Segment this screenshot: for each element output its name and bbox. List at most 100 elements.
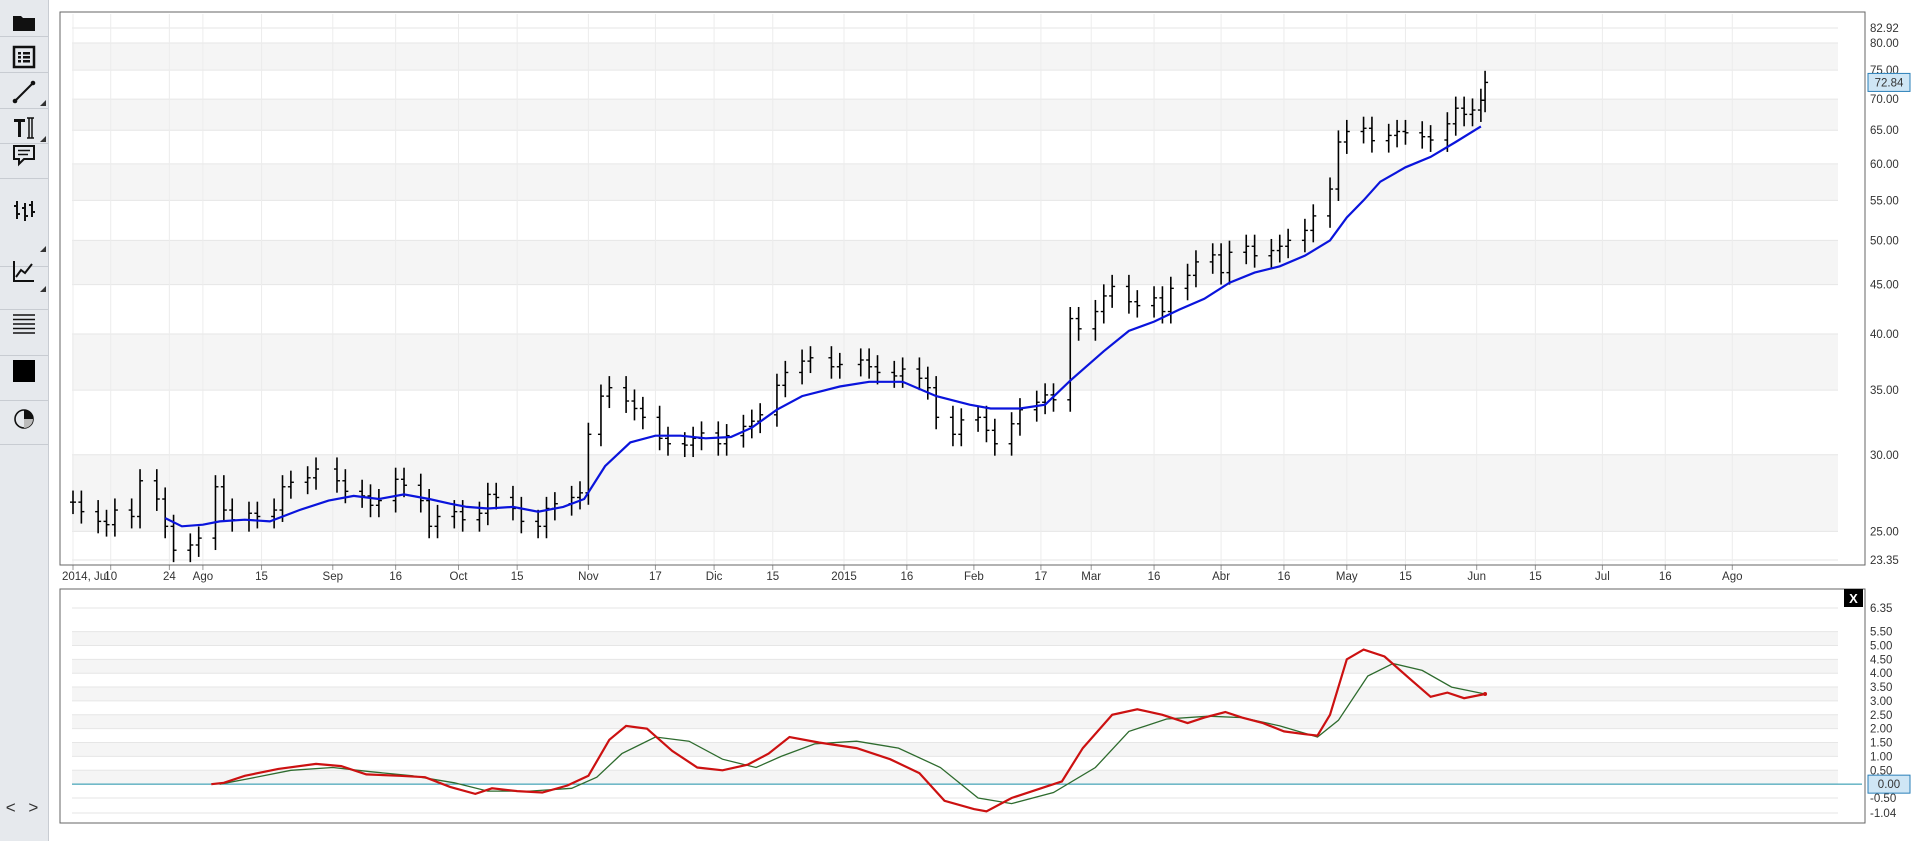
price-bar — [426, 488, 433, 539]
price-bar — [933, 376, 940, 430]
price-bar — [1444, 112, 1451, 152]
last-price-badge — [1867, 72, 1911, 92]
price-bar — [254, 501, 261, 529]
price-bar — [1092, 299, 1099, 341]
x-tick-label: 16 — [900, 571, 913, 583]
toolbar-divider — [0, 444, 48, 445]
x-tick-label: Mar — [1081, 571, 1101, 583]
price-grid-band — [72, 240, 1838, 285]
x-tick-label: Ago — [1722, 571, 1742, 583]
last-price-label: 72.84 — [1875, 77, 1904, 89]
price-bar — [991, 418, 998, 456]
x-tick-label: 17 — [1035, 571, 1048, 583]
price-bar — [401, 467, 408, 498]
price-bar — [1134, 290, 1141, 318]
indicator-grid-band — [72, 659, 1838, 674]
folder-icon[interactable] — [4, 2, 44, 42]
price-bar — [543, 496, 550, 539]
close-indicator-button[interactable]: X — [1844, 589, 1863, 607]
price-bar — [1461, 96, 1468, 127]
price-bar — [271, 498, 278, 529]
price-bar — [698, 421, 705, 451]
price-bar — [304, 466, 311, 495]
indicator-y-tick-label: 6.35 — [1870, 603, 1892, 615]
price-bar — [639, 396, 646, 430]
comment-icon[interactable] — [4, 145, 44, 218]
x-tick-label: 2015 — [831, 571, 857, 583]
toolbar-divider — [0, 355, 48, 356]
price-bar — [1075, 306, 1082, 341]
price-bar — [1452, 96, 1459, 136]
indicator-grid-band — [72, 770, 1838, 785]
price-bar — [1419, 121, 1426, 149]
price-bar — [874, 355, 881, 385]
price-bar — [1226, 240, 1233, 285]
price-bar — [1067, 306, 1074, 412]
toolbar-divider — [0, 72, 48, 73]
indicator-y-tick-label: 2.00 — [1870, 724, 1892, 736]
panel-nav-arrows[interactable]: < > — [5, 798, 43, 817]
submenu-indicator-icon — [40, 286, 46, 292]
text-tool-icon[interactable] — [4, 108, 46, 148]
price-bar — [723, 424, 730, 456]
price-bar — [1402, 119, 1409, 145]
price-bar — [137, 469, 144, 529]
price-y-tick-label: 23.35 — [1870, 555, 1899, 567]
price-bar — [212, 475, 219, 551]
chart-canvas[interactable]: 82.9280.0075.0070.0065.0060.0055.0050.00… — [48, 0, 1916, 841]
price-bar — [162, 487, 169, 539]
price-bar — [773, 373, 780, 427]
indicator-grid-band — [72, 631, 1838, 646]
price-bar — [975, 405, 982, 432]
toolbar-divider — [0, 178, 48, 179]
price-bar — [375, 488, 382, 518]
price-bar — [220, 475, 227, 522]
price-bar — [1482, 70, 1489, 113]
price-bar — [1109, 274, 1116, 308]
price-bar — [195, 526, 202, 557]
indicator-y-tick-label: 5.00 — [1870, 640, 1892, 652]
x-tick-label: Jul — [1595, 571, 1610, 583]
price-bar — [417, 473, 424, 513]
color-square-icon[interactable] — [4, 356, 44, 396]
price-bar — [836, 352, 843, 379]
indicator-y-tick-label: 4.50 — [1870, 654, 1892, 666]
pie-icon[interactable] — [4, 400, 44, 440]
toolbar-divider — [0, 143, 48, 144]
price-bar — [95, 500, 102, 534]
x-tick-label: 15 — [255, 571, 268, 583]
indicator-icon[interactable] — [4, 261, 46, 306]
submenu-indicator-icon — [40, 136, 46, 142]
price-bar — [1251, 234, 1258, 268]
bar-style-icon[interactable] — [4, 201, 46, 262]
price-bar — [916, 357, 923, 391]
indicator-y-tick-label: -1.04 — [1870, 808, 1897, 820]
price-bar — [828, 346, 835, 379]
price-bar — [287, 470, 294, 499]
lines-icon[interactable] — [4, 310, 44, 350]
indicator-y-tick-label: 0.50 — [1870, 765, 1892, 777]
price-bar — [1285, 228, 1292, 259]
x-tick-label: 17 — [649, 571, 662, 583]
indicator-grid-band — [72, 714, 1838, 729]
indicator-main-line — [211, 648, 1486, 813]
price-bar — [1151, 286, 1158, 318]
price-bar — [128, 498, 135, 529]
price-y-tick-label: 25.00 — [1870, 526, 1899, 538]
x-tick-label: 15 — [1529, 571, 1542, 583]
price-bar — [1042, 383, 1049, 415]
price-bar — [367, 484, 374, 518]
indicator-y-tick-label: 4.00 — [1870, 668, 1892, 680]
price-grid-band — [72, 99, 1838, 131]
price-bar — [1100, 284, 1107, 324]
submenu-indicator-icon — [40, 100, 46, 106]
price-y-tick-label: 40.00 — [1870, 329, 1899, 341]
line-tool-icon[interactable] — [4, 72, 46, 112]
table-icon[interactable] — [4, 37, 44, 77]
price-bar — [1192, 250, 1199, 288]
x-tick-label: May — [1336, 571, 1358, 583]
price-grid-band — [72, 454, 1838, 532]
price-bar — [631, 389, 638, 421]
price-bar — [1276, 234, 1283, 263]
price-bar — [333, 457, 340, 493]
